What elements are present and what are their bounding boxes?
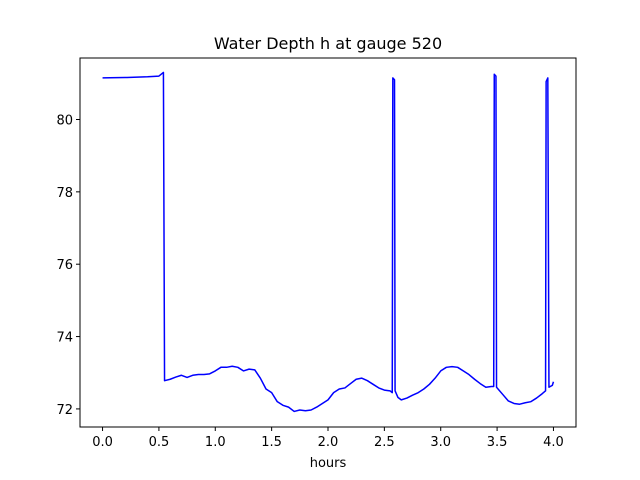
y-tick-label: 74	[56, 331, 73, 346]
x-tick-label: 1.0	[205, 435, 226, 450]
x-tick-label: 2.0	[318, 435, 339, 450]
x-tick-label: 2.5	[374, 435, 395, 450]
x-tick-label: 4.0	[543, 435, 564, 450]
y-tick-label: 80	[56, 114, 73, 129]
y-tick-label: 78	[56, 186, 73, 201]
x-axis-label: hours	[310, 456, 347, 471]
x-tick-label: 0.0	[92, 435, 113, 450]
y-axis-ticks: 72 74 76 78 80	[56, 114, 80, 418]
x-tick-label: 3.5	[487, 435, 508, 450]
series-line	[102, 71, 555, 413]
chart-title: Water Depth h at gauge 520	[214, 34, 442, 53]
series-layer	[102, 71, 555, 413]
y-tick-label: 76	[56, 258, 73, 273]
x-axis-ticks: 0.0 0.5 1.0 1.5 2.0 2.5 3.0 3.5 4.0	[92, 427, 564, 450]
x-tick-label: 3.0	[430, 435, 451, 450]
plot-background	[80, 58, 576, 427]
x-tick-label: 1.5	[261, 435, 282, 450]
y-tick-label: 72	[56, 403, 73, 418]
x-tick-label: 0.5	[149, 435, 170, 450]
